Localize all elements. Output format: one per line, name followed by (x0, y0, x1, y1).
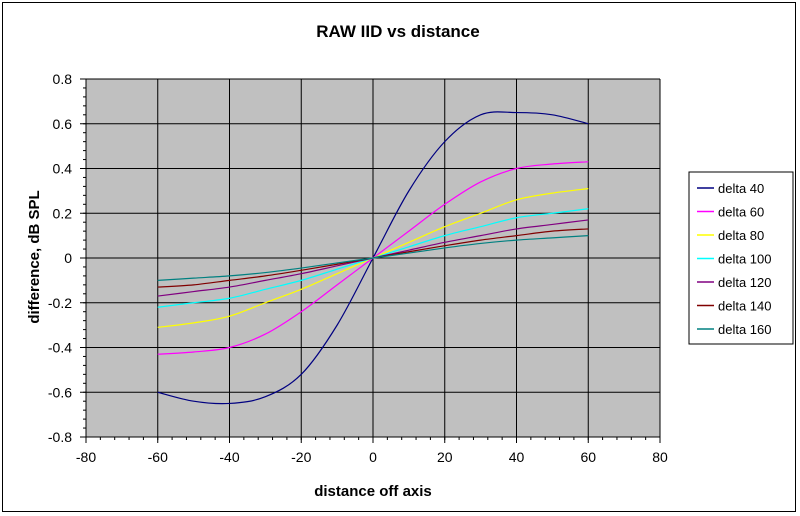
legend-label: delta 100 (718, 252, 772, 267)
y-tick-label: -0.8 (48, 429, 72, 445)
legend-label: delta 140 (718, 299, 772, 314)
y-tick-label: -0.2 (48, 295, 72, 311)
legend-label: delta 60 (718, 205, 764, 220)
y-tick-label: -0.4 (48, 340, 72, 356)
legend-label: delta 160 (718, 322, 772, 337)
x-tick-label: -40 (219, 449, 239, 465)
x-tick-label: 0 (369, 449, 377, 465)
y-tick-label: 0 (64, 250, 72, 266)
x-axis-label: distance off axis (314, 483, 432, 500)
legend-label: delta 80 (718, 228, 764, 243)
x-tick-label: 80 (652, 449, 668, 465)
series-lines (157, 111, 589, 405)
gridlines (85, 78, 661, 438)
legend-label: delta 40 (718, 181, 764, 196)
chart-title: RAW IID vs distance (316, 22, 479, 41)
legend-label: delta 120 (718, 275, 772, 290)
y-tick-labels: -0.8 -0.6 -0.4 -0.2 0 0.2 0.4 0.6 0.8 (48, 71, 72, 445)
x-tick-label: -60 (148, 449, 168, 465)
axis-ticks (80, 78, 661, 443)
y-tick-label: 0.4 (53, 161, 73, 177)
x-tick-label: -80 (76, 449, 96, 465)
x-tick-labels: -80 -60 -40 -20 0 20 40 60 80 (76, 449, 668, 465)
x-tick-label: 40 (509, 449, 525, 465)
x-tick-label: 20 (437, 449, 453, 465)
y-tick-label: -0.6 (48, 384, 72, 400)
series-line-delta-160 (157, 235, 589, 281)
y-axis-label: difference, dB SPL (26, 190, 43, 323)
x-tick-label: -20 (291, 449, 311, 465)
y-tick-label: 0.2 (53, 205, 73, 221)
legend: delta 40 delta 60 delta 80 delta 100 delta 1… (688, 171, 794, 345)
y-tick-label: 0.8 (53, 71, 73, 87)
x-tick-label: 60 (580, 449, 596, 465)
y-tick-label: 0.6 (53, 116, 73, 132)
